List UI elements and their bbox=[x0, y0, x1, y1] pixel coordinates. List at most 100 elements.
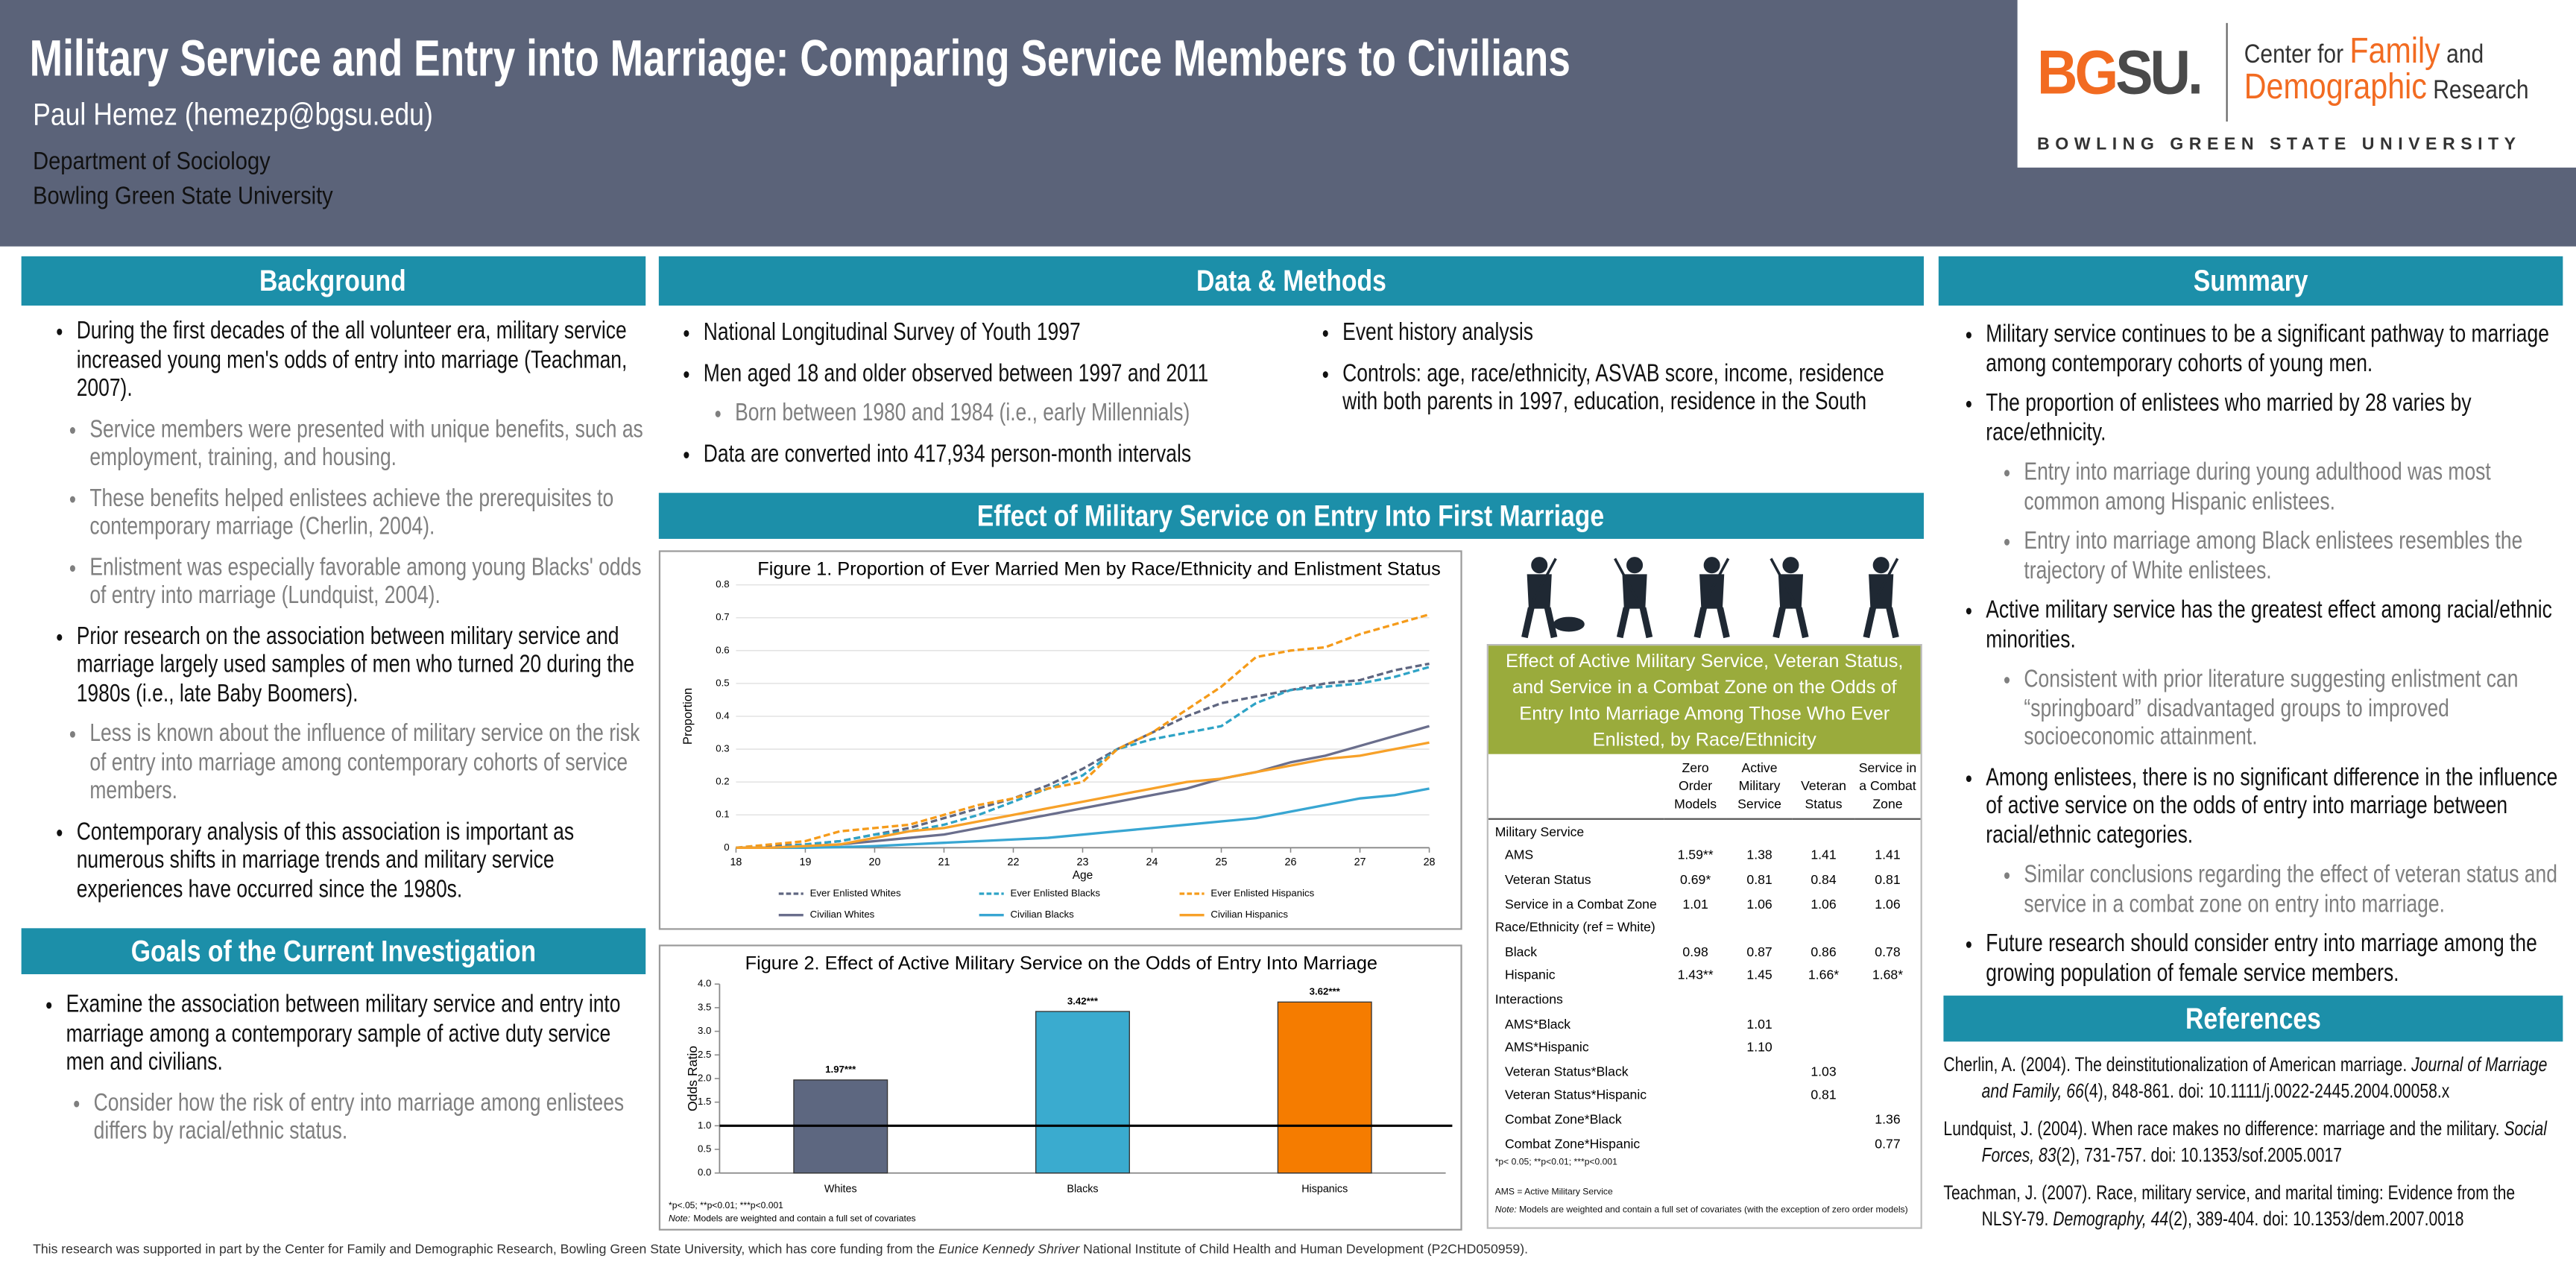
logo-line-2: Demographic Research bbox=[2244, 66, 2529, 108]
sub-bullet: Consistent with prior literature suggest… bbox=[2024, 666, 2563, 752]
text-block: National Longitudinal Survey of Youth 19… bbox=[659, 319, 1292, 469]
reference-text: Lundquist, J. (2004). When race makes no… bbox=[1943, 1117, 2504, 1140]
table-cell: 0.77 bbox=[1875, 1136, 1901, 1151]
row-label: AMS*Hispanic bbox=[1504, 1040, 1589, 1055]
x-tick-label: 22 bbox=[1008, 856, 1020, 868]
section-heading: Effect of Military Service on Entry Into… bbox=[658, 493, 1924, 539]
y-axis-label: Odds Ratio bbox=[685, 1046, 700, 1111]
reference-text: Cherlin, A. (2004). The deinstitutionali… bbox=[1943, 1052, 2412, 1076]
header-cell bbox=[1488, 754, 1664, 820]
heading-text: Summary bbox=[2193, 264, 2308, 297]
sub-bullet: These benefits helped enlistees achieve … bbox=[89, 484, 645, 541]
section-heading: Data & Methods bbox=[658, 256, 1924, 306]
table-cell bbox=[1664, 1059, 1727, 1083]
heading-text: Background bbox=[260, 264, 407, 297]
note-label: Note: bbox=[669, 1213, 690, 1224]
value-label: 3.42*** bbox=[1067, 995, 1099, 1006]
logo-center-for: Center for bbox=[2244, 41, 2344, 69]
series-line bbox=[736, 666, 1430, 849]
bullet: During the first decades of the all volu… bbox=[77, 317, 645, 403]
row-label: Black bbox=[1504, 944, 1538, 959]
soldier-head bbox=[1872, 557, 1890, 574]
y-tick-label: 0.5 bbox=[716, 677, 729, 688]
table-cell bbox=[1726, 1059, 1792, 1083]
table-row: Combat Zone*Hispanic 0.77 bbox=[1489, 1131, 1921, 1155]
chart-title: Figure 1. Proportion of Ever Married Men… bbox=[757, 559, 1440, 580]
x-tick-label: 26 bbox=[1285, 856, 1297, 868]
text-block: During the first decades of the all volu… bbox=[22, 317, 646, 903]
table-cell: 1.03 bbox=[1811, 1064, 1837, 1079]
y-tick-label: 0.8 bbox=[716, 578, 729, 590]
table-cell bbox=[1664, 1084, 1727, 1108]
bullet: Future research should consider entry in… bbox=[1986, 930, 2563, 988]
row-label: Veteran Status bbox=[1504, 872, 1591, 888]
sub-bullet: Less is known about the influence of mil… bbox=[89, 719, 645, 806]
x-tick-label: 18 bbox=[730, 856, 742, 868]
x-tick-label: 24 bbox=[1146, 856, 1158, 868]
x-tick-label: 25 bbox=[1216, 856, 1228, 868]
series-line bbox=[736, 724, 1430, 849]
value-label: 1.97*** bbox=[825, 1064, 856, 1075]
table-cell: 0.98 bbox=[1682, 944, 1708, 959]
table-row: Veteran Status 0.69* 0.81 0.84 0.81 bbox=[1489, 868, 1921, 891]
logo-bgsu: BGSU. bbox=[2037, 39, 2203, 110]
soldier bbox=[1521, 557, 1585, 639]
table-row: Military Service bbox=[1489, 819, 1921, 844]
column-header: Zero Order Models bbox=[1664, 754, 1727, 820]
table-cell bbox=[1854, 1084, 1920, 1108]
table-row: Combat Zone*Black 1.36 bbox=[1489, 1108, 1921, 1131]
sub-bullet: Born between 1980 and 1984 (i.e., early … bbox=[735, 400, 1291, 429]
reference-rest: (2), 389-404. doi: 10.1353/dem.2007.0018 bbox=[2168, 1208, 2464, 1231]
section-heading: References bbox=[1943, 995, 2563, 1042]
soldier-rifle bbox=[1531, 558, 1557, 602]
x-tick-label: Hispanics bbox=[1301, 1184, 1348, 1196]
soldier-silhouettes bbox=[1521, 557, 1899, 639]
note-label: Note: bbox=[1494, 1206, 1517, 1216]
heading-text: Effect of Military Service on Entry Into… bbox=[977, 499, 1606, 533]
y-tick-label: 3.0 bbox=[698, 1025, 711, 1036]
table-cell: 0.81 bbox=[1875, 872, 1901, 888]
table-cell: 1.06 bbox=[1875, 896, 1901, 912]
table-cell: 0.87 bbox=[1746, 944, 1772, 959]
bullet: The proportion of enlistees who married … bbox=[1986, 389, 2563, 446]
row-label: Combat Zone*Black bbox=[1504, 1111, 1622, 1127]
row-label: AMS*Black bbox=[1504, 1016, 1571, 1032]
bullet: Men aged 18 and older observed between 1… bbox=[704, 359, 1292, 388]
table-cell: 1.01 bbox=[1746, 1016, 1772, 1032]
x-tick-label: Blacks bbox=[1067, 1184, 1098, 1196]
table-cell: 1.68* bbox=[1872, 967, 1904, 983]
bullet-list: Event history analysis Controls: age, rac… bbox=[1298, 319, 1924, 417]
table-row: Interactions bbox=[1489, 988, 1921, 1011]
reference-rest: (4), 848-861. doi: 10.1111/j.0022-2445.2… bbox=[2083, 1079, 2450, 1102]
section-label: Military Service bbox=[1494, 824, 1585, 839]
table-cell bbox=[1793, 1108, 1855, 1131]
value-label: 3.62*** bbox=[1310, 986, 1341, 997]
logo-bg: BG bbox=[2037, 39, 2118, 109]
bar bbox=[1035, 1011, 1130, 1174]
table-cell: 1.01 bbox=[1682, 896, 1708, 912]
heading-text: Goals of the Current Investigation bbox=[130, 935, 537, 968]
table-abbreviation: AMS = Active Military Service bbox=[1494, 1188, 1613, 1199]
chart-note: Note: Models are weighted and contain a f… bbox=[669, 1213, 916, 1224]
logo-and: and bbox=[2446, 41, 2484, 69]
y-tick-label: 0.6 bbox=[716, 644, 729, 655]
bullet: Examine the association between military… bbox=[66, 991, 646, 1077]
logo-demographic: Demographic bbox=[2244, 66, 2427, 107]
note-text: Models are weighted and contain a full s… bbox=[693, 1213, 915, 1224]
table-row: Veteran Status*Black 1.03 bbox=[1489, 1059, 1921, 1083]
table-cell bbox=[1664, 1035, 1727, 1059]
table-cell: 0.78 bbox=[1875, 944, 1901, 959]
soldier bbox=[1770, 557, 1809, 639]
y-tick-label: 2.0 bbox=[698, 1072, 711, 1083]
table-row: Service in a Combat Zone 1.01 1.06 1.06 1.06 bbox=[1489, 891, 1921, 915]
section-label: Race/Ethnicity (ref = White) bbox=[1494, 920, 1655, 935]
note-text: Models are weighted and contain a full s… bbox=[1519, 1206, 1908, 1216]
legend-label: Ever Enlisted Whites bbox=[810, 888, 901, 899]
reference-rest: (2), 731-757. doi: 10.1353/sof.2005.0017 bbox=[2056, 1143, 2343, 1167]
series-line bbox=[736, 662, 1430, 849]
x-tick-label: 20 bbox=[868, 856, 880, 868]
reference: Teachman, J. (2007). Race, military serv… bbox=[1943, 1180, 2563, 1233]
y-tick-label: 1.0 bbox=[698, 1120, 711, 1131]
soldier-head bbox=[1782, 557, 1799, 574]
legend-label: Civilian Blacks bbox=[1011, 909, 1075, 920]
